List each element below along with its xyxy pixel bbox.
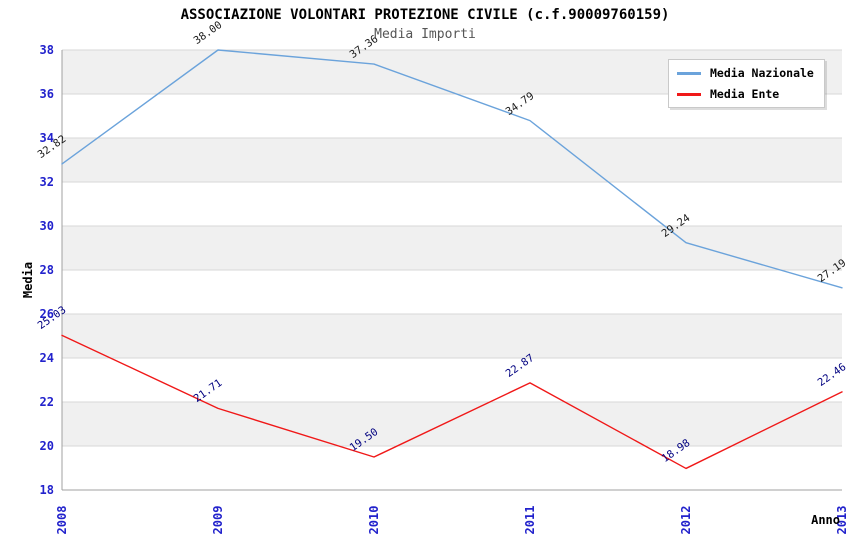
x-tick-label: 2012 xyxy=(679,505,693,535)
y-tick-label: 18 xyxy=(39,483,54,497)
plot-band xyxy=(62,226,842,270)
legend-line-sample-red xyxy=(677,92,701,96)
plot-band xyxy=(62,182,842,226)
legend-line-sample-blue xyxy=(677,71,701,75)
chart-title: ASSOCIAZIONE VOLONTARI PROTEZIONE CIVILE… xyxy=(180,7,670,23)
x-tick-label: 2011 xyxy=(523,505,537,535)
x-tick-label: 2009 xyxy=(211,505,225,535)
y-tick-label: 20 xyxy=(39,439,54,453)
legend-label: Media Nazionale xyxy=(710,66,814,80)
y-tick-label: 32 xyxy=(39,175,54,189)
plot-band xyxy=(62,314,842,358)
plot-band xyxy=(62,402,842,446)
legend-label: Media Ente xyxy=(710,87,780,101)
y-tick-label: 22 xyxy=(39,395,54,409)
y-tick-label: 28 xyxy=(39,263,54,277)
chart-subtitle: Media Importi xyxy=(374,27,476,42)
legend-item-media-ente: Media Ente xyxy=(677,87,814,101)
plot-band xyxy=(62,358,842,402)
y-tick-label: 36 xyxy=(39,87,54,101)
y-axis-title: Media xyxy=(21,261,35,299)
y-tick-label: 34 xyxy=(39,131,54,145)
series-line-media-ente xyxy=(61,334,843,470)
plot-band xyxy=(62,270,842,314)
plot-band xyxy=(62,138,842,182)
series-line-media-nazionale xyxy=(61,49,843,289)
plot-band xyxy=(62,446,842,490)
y-tick-label: 24 xyxy=(39,351,54,365)
y-tick-label: 30 xyxy=(39,219,54,233)
legend-box: Media Nazionale Media Ente xyxy=(668,59,825,108)
legend-item-media-nazionale: Media Nazionale xyxy=(677,66,814,80)
x-axis-title: Anno xyxy=(811,513,840,527)
x-tick-label: 2008 xyxy=(55,505,69,535)
y-tick-label: 26 xyxy=(39,307,54,321)
y-tick-label: 38 xyxy=(39,43,54,57)
x-tick-label: 2010 xyxy=(367,505,381,535)
